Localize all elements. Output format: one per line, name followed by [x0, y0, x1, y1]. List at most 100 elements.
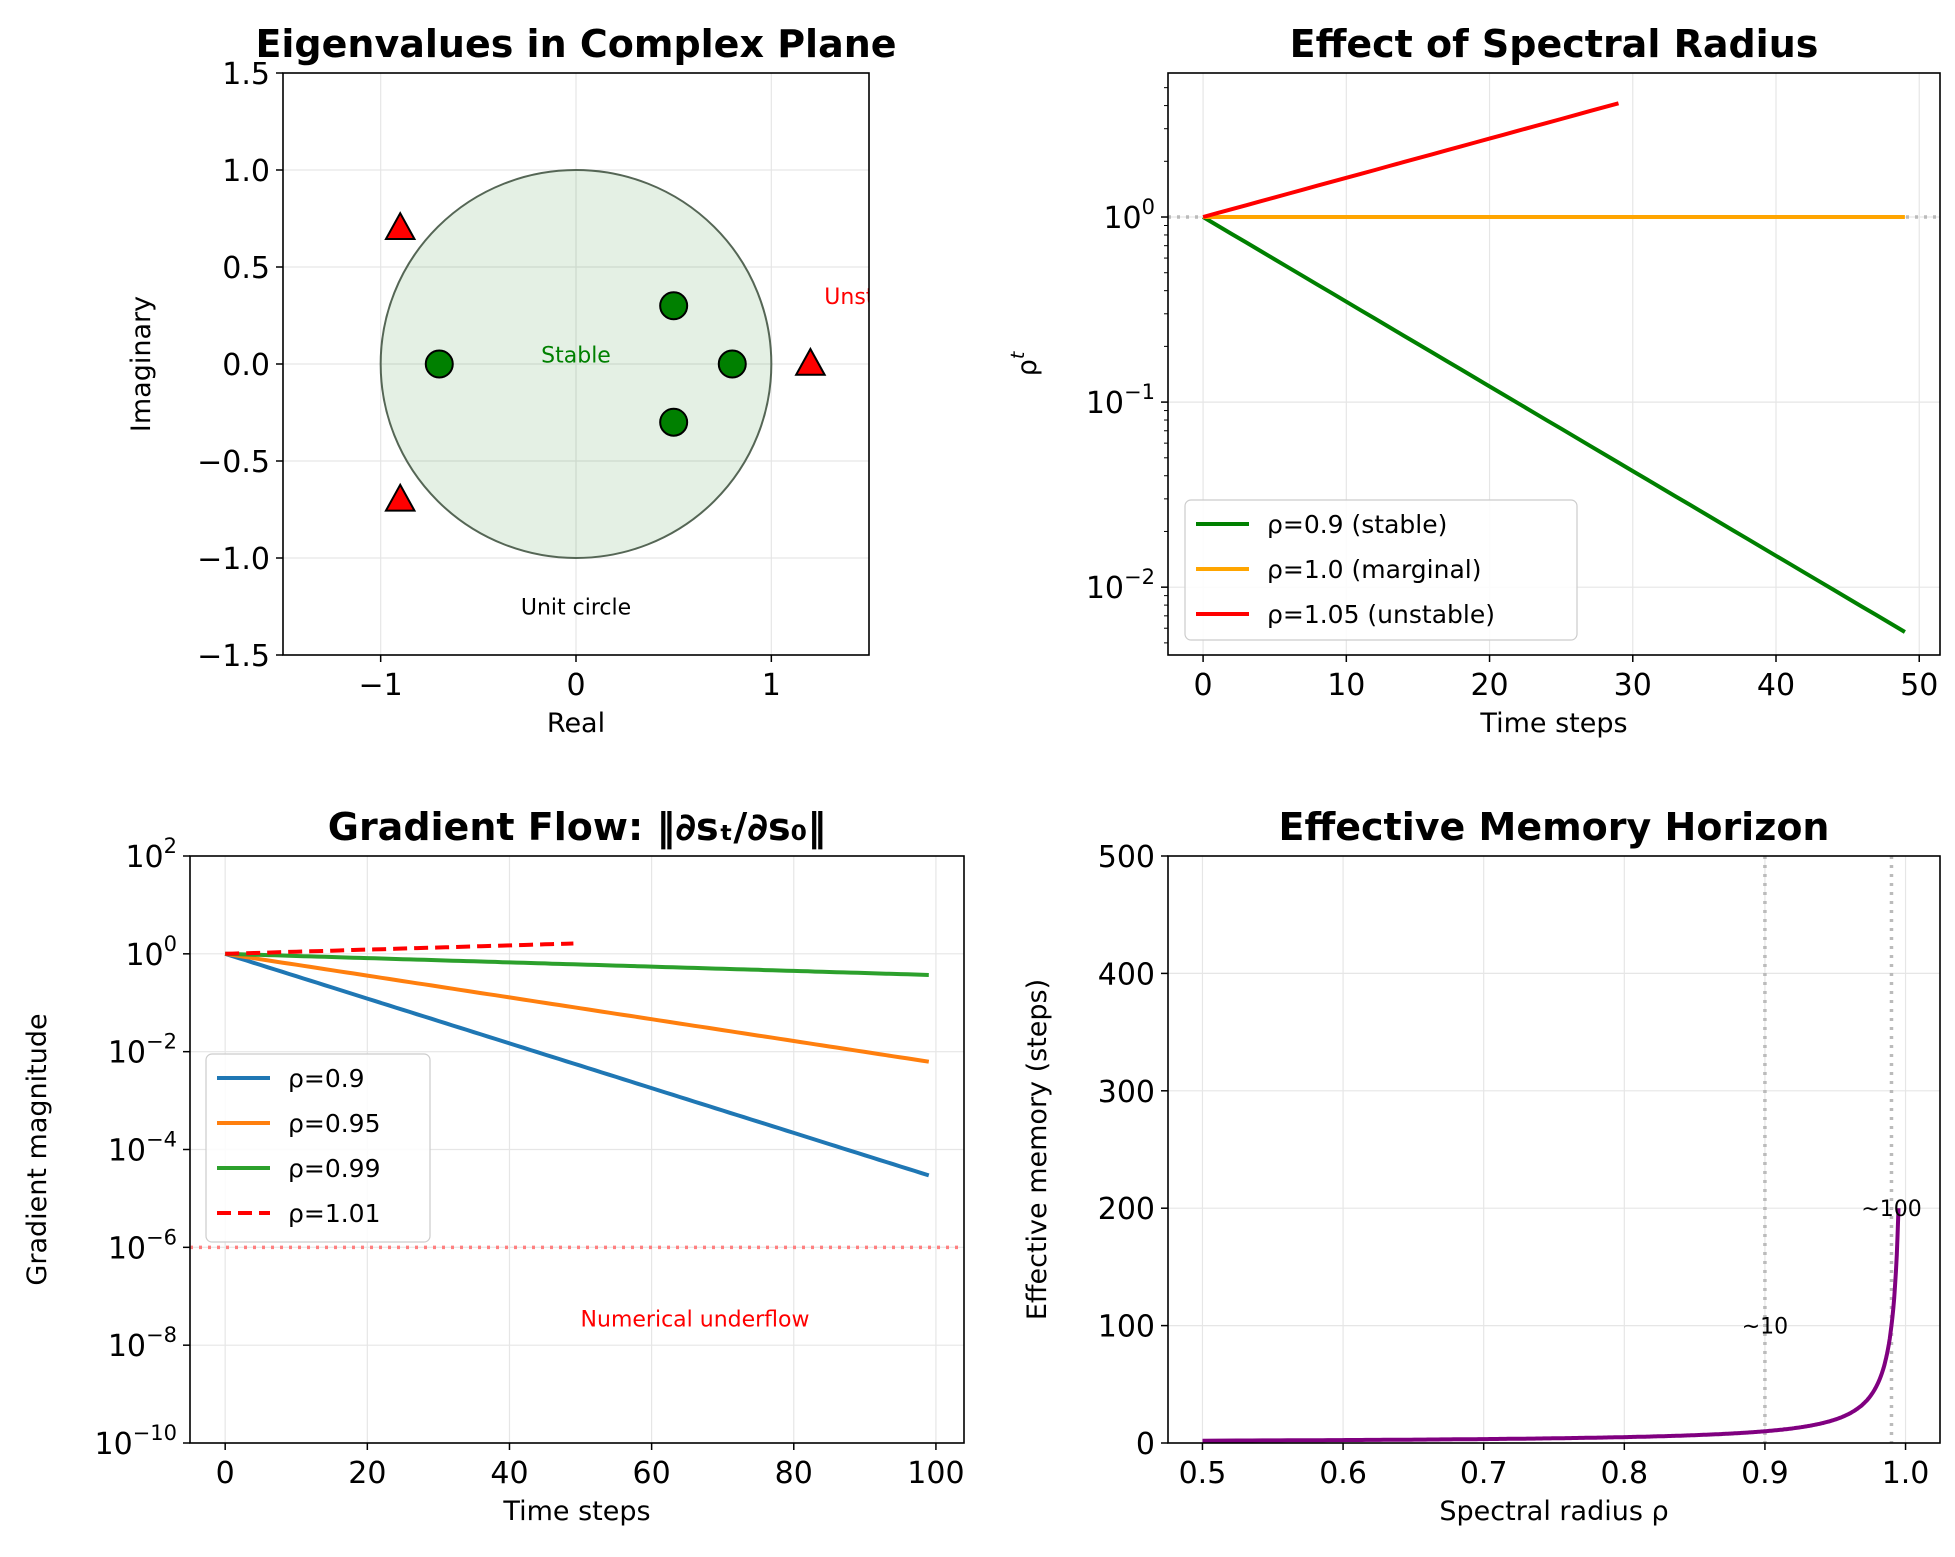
y-tick-label: 300 [1098, 1075, 1155, 1110]
y-tick-label: −1.0 [197, 542, 270, 577]
y-tick-exponent: −8 [146, 1323, 177, 1347]
series-line [224, 951, 930, 1178]
annotation-0: Stable [541, 343, 611, 368]
plot-content: Stable Unstable Unit circle [379, 169, 921, 621]
legend-label: ρ=0.9 [288, 1064, 365, 1093]
x-tick-label: 0.5 [1179, 1456, 1227, 1491]
y-tick-base: 10 [125, 938, 163, 973]
x-tick-label: 80 [775, 1456, 813, 1491]
plot-content [1168, 101, 1940, 634]
y-tick-label: 0.0 [222, 348, 270, 383]
series-line [225, 951, 929, 977]
x-tick-label: 40 [490, 1456, 528, 1491]
x-tick-label: 50 [1900, 668, 1938, 703]
y-tick-exponent: −4 [146, 1128, 177, 1152]
y-tick-label: 500 [1098, 840, 1155, 875]
x-tick-label: 0 [1194, 668, 1213, 703]
annotation-2: Unit circle [521, 596, 631, 621]
chart-title: Gradient Flow: ‖∂sₜ/∂s₀‖ [328, 805, 826, 850]
eigenvalue-point [384, 482, 417, 512]
x-tick-label: −1 [359, 668, 403, 703]
y-tick-label: 400 [1098, 957, 1155, 992]
x-tick-label: 20 [1470, 668, 1508, 703]
y-axis-label-sup: t [1007, 350, 1029, 359]
y-tick-exponent: −2 [1124, 565, 1155, 589]
x-tick-label: 0.8 [1600, 1456, 1648, 1491]
memory-horizon-panel: ~10 ~100 0.5 0.6 0.7 0.8 0.9 1.0 0 100 200 300 400 50… [1022, 805, 1941, 1527]
y-tick-label: 10−8 [108, 1323, 177, 1364]
x-axis-label: Time steps [1479, 708, 1627, 739]
plot-area [1168, 856, 1940, 1443]
legend-label: ρ=1.0 (marginal) [1267, 555, 1481, 584]
y-axis-label: Effective memory (steps) [1022, 979, 1053, 1320]
y-tick-exponent: 0 [1142, 195, 1155, 219]
x-tick-label: 1.0 [1882, 1456, 1930, 1491]
annotation-0: Numerical underflow [581, 1307, 810, 1332]
axes-frame [1167, 855, 1941, 1444]
y-axis-label-main: Effective memory (steps) [1022, 979, 1053, 1320]
legend-label: ρ=1.05 (unstable) [1267, 600, 1495, 629]
axes-frame [1167, 72, 1941, 656]
chart-title: Effect of Spectral Radius [1290, 22, 1819, 66]
series-line [224, 951, 930, 1064]
legend-label: ρ=0.99 [288, 1154, 380, 1183]
y-axis-label: ρt [1007, 350, 1043, 376]
y-axis-label-main: ρ [1012, 359, 1043, 376]
y-tick-label: 100 [1103, 195, 1155, 236]
y-tick-base: 10 [1103, 201, 1141, 236]
y-tick-base: 10 [1086, 571, 1124, 606]
x-tick-label: 40 [1757, 668, 1795, 703]
plot-content: ~10 ~100 [1202, 856, 1922, 1443]
x-axis-label: Time steps [502, 1496, 650, 1527]
x-tick-label: 60 [633, 1456, 671, 1491]
y-tick-label: 10−1 [1086, 380, 1155, 421]
annotation-0: ~10 [1742, 1315, 1788, 1340]
x-tick-label: 20 [348, 1456, 386, 1491]
legend-box [205, 1053, 431, 1243]
eigenvalue-panel: Stable Unstable Unit circle −1 0 1 −1.5 −1.0 −0.… [126, 22, 921, 739]
x-tick-label: 0.7 [1460, 1456, 1508, 1491]
y-tick-base: 10 [108, 1231, 146, 1266]
annotation-1: Unstable [824, 285, 921, 310]
y-tick-exponent: −1 [1124, 380, 1155, 404]
x-tick-label: 100 [907, 1456, 964, 1491]
y-tick-base: 10 [94, 1427, 132, 1462]
y-tick-label: 10−4 [108, 1128, 177, 1169]
y-tick-label: 10−6 [108, 1225, 177, 1266]
legend-label: ρ=0.9 (stable) [1267, 510, 1447, 539]
eigenvalue-point [794, 346, 827, 376]
y-tick-label: 102 [125, 834, 177, 875]
y-tick-base: 10 [108, 1134, 146, 1169]
y-tick-base: 10 [125, 840, 163, 875]
y-tick-base: 10 [108, 1329, 146, 1364]
y-tick-label: 100 [1098, 1310, 1155, 1345]
series-line [225, 941, 574, 956]
y-tick-exponent: −2 [146, 1030, 177, 1054]
x-tick-label: 0 [566, 668, 585, 703]
y-tick-label: 0.5 [222, 251, 270, 286]
series-line [1202, 101, 1620, 219]
series-line [1202, 215, 1906, 634]
y-axis-label-main: Gradient magnitude [22, 1013, 53, 1285]
y-tick-label: 10−2 [1086, 565, 1155, 606]
y-tick-label: 200 [1098, 1192, 1155, 1227]
y-tick-label: −0.5 [197, 445, 270, 480]
y-tick-label: 10−2 [108, 1030, 177, 1071]
y-tick-label: 100 [125, 932, 177, 973]
chart-title: Eigenvalues in Complex Plane [255, 22, 896, 66]
y-tick-exponent: −6 [146, 1225, 177, 1249]
y-axis-label-main: Imaginary [126, 296, 157, 432]
y-tick-label: 10−10 [94, 1421, 177, 1462]
x-tick-label: 10 [1327, 668, 1365, 703]
y-axis-label: Imaginary [126, 296, 157, 432]
y-tick-label: 1.0 [222, 154, 270, 189]
x-tick-label: 1 [762, 668, 781, 703]
x-tick-label: 0.6 [1319, 1456, 1367, 1491]
x-axis-label: Real [547, 708, 605, 739]
eigenvalue-point [659, 407, 689, 437]
y-tick-label: −1.5 [197, 639, 270, 674]
eigenvalue-point [659, 291, 689, 321]
y-tick-label: 1.5 [222, 57, 270, 92]
